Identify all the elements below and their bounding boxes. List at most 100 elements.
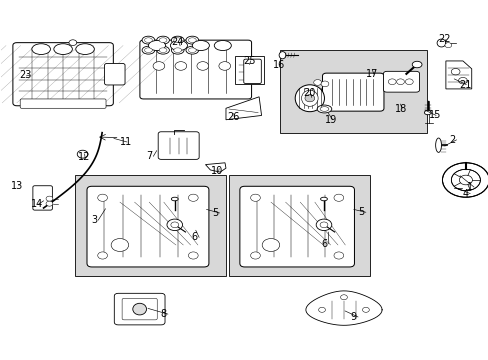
Polygon shape bbox=[205, 163, 225, 172]
Text: 4: 4 bbox=[462, 189, 468, 199]
FancyBboxPatch shape bbox=[104, 63, 125, 85]
Ellipse shape bbox=[148, 41, 165, 50]
Ellipse shape bbox=[295, 85, 324, 112]
Polygon shape bbox=[305, 291, 381, 325]
FancyBboxPatch shape bbox=[122, 298, 157, 320]
Ellipse shape bbox=[142, 36, 155, 44]
Text: 14: 14 bbox=[31, 199, 43, 210]
Circle shape bbox=[175, 62, 186, 70]
Circle shape bbox=[458, 175, 471, 185]
FancyBboxPatch shape bbox=[20, 99, 106, 108]
Ellipse shape bbox=[32, 44, 50, 54]
Text: 5: 5 bbox=[212, 208, 218, 218]
FancyBboxPatch shape bbox=[240, 186, 354, 267]
Circle shape bbox=[458, 77, 467, 84]
Ellipse shape bbox=[133, 303, 146, 315]
Ellipse shape bbox=[279, 51, 285, 59]
Circle shape bbox=[316, 219, 331, 230]
Ellipse shape bbox=[320, 107, 328, 111]
Ellipse shape bbox=[436, 39, 445, 47]
Circle shape bbox=[98, 194, 107, 201]
FancyBboxPatch shape bbox=[244, 59, 261, 84]
Text: 23: 23 bbox=[19, 70, 32, 80]
Polygon shape bbox=[445, 61, 471, 89]
Circle shape bbox=[77, 150, 88, 158]
Circle shape bbox=[405, 79, 412, 85]
Ellipse shape bbox=[171, 197, 178, 201]
Circle shape bbox=[250, 252, 260, 259]
Text: 1: 1 bbox=[466, 182, 472, 192]
Text: 9: 9 bbox=[350, 312, 356, 322]
Text: 18: 18 bbox=[394, 104, 406, 114]
Circle shape bbox=[450, 169, 479, 191]
Text: 15: 15 bbox=[428, 111, 440, 121]
FancyBboxPatch shape bbox=[322, 73, 383, 111]
Text: 5: 5 bbox=[358, 207, 364, 217]
FancyBboxPatch shape bbox=[383, 71, 419, 92]
Text: 19: 19 bbox=[325, 115, 337, 125]
Circle shape bbox=[444, 42, 451, 48]
Circle shape bbox=[111, 239, 128, 251]
Ellipse shape bbox=[192, 41, 209, 50]
Circle shape bbox=[362, 307, 368, 312]
Ellipse shape bbox=[301, 90, 318, 106]
Text: 8: 8 bbox=[160, 309, 166, 319]
Text: 16: 16 bbox=[272, 59, 285, 69]
Text: 26: 26 bbox=[226, 112, 239, 122]
Circle shape bbox=[313, 80, 321, 85]
Ellipse shape bbox=[54, 44, 72, 54]
Circle shape bbox=[333, 194, 343, 201]
Text: 2: 2 bbox=[448, 135, 455, 145]
Circle shape bbox=[321, 81, 328, 87]
Text: 22: 22 bbox=[438, 35, 450, 44]
Circle shape bbox=[188, 194, 198, 201]
Ellipse shape bbox=[188, 48, 196, 53]
Ellipse shape bbox=[159, 48, 166, 53]
Text: 6: 6 bbox=[191, 232, 198, 242]
Circle shape bbox=[450, 169, 479, 191]
FancyBboxPatch shape bbox=[140, 40, 251, 99]
Ellipse shape bbox=[185, 46, 198, 54]
Ellipse shape bbox=[214, 41, 231, 50]
Circle shape bbox=[340, 295, 346, 300]
FancyBboxPatch shape bbox=[33, 186, 52, 210]
Text: 20: 20 bbox=[303, 88, 315, 98]
Ellipse shape bbox=[424, 111, 430, 115]
Ellipse shape bbox=[142, 46, 155, 54]
Text: 11: 11 bbox=[120, 137, 132, 147]
Circle shape bbox=[333, 252, 343, 259]
Circle shape bbox=[450, 68, 459, 75]
Bar bbox=[279, 50, 426, 134]
Circle shape bbox=[442, 163, 488, 197]
Polygon shape bbox=[225, 97, 261, 120]
Text: 13: 13 bbox=[11, 181, 23, 191]
Circle shape bbox=[396, 79, 404, 85]
FancyBboxPatch shape bbox=[13, 42, 113, 106]
Circle shape bbox=[250, 194, 260, 201]
Ellipse shape bbox=[159, 38, 166, 42]
Ellipse shape bbox=[185, 36, 198, 44]
FancyBboxPatch shape bbox=[114, 293, 164, 325]
Text: 3: 3 bbox=[91, 215, 97, 225]
Circle shape bbox=[305, 95, 314, 102]
Ellipse shape bbox=[170, 41, 187, 50]
Circle shape bbox=[387, 79, 395, 85]
Circle shape bbox=[320, 222, 327, 228]
Text: 24: 24 bbox=[171, 37, 183, 46]
Ellipse shape bbox=[157, 36, 169, 44]
Ellipse shape bbox=[171, 36, 183, 44]
Ellipse shape bbox=[317, 105, 331, 113]
Text: 10: 10 bbox=[211, 166, 223, 176]
Circle shape bbox=[197, 62, 208, 70]
Text: 12: 12 bbox=[78, 152, 90, 162]
Ellipse shape bbox=[188, 38, 196, 42]
Ellipse shape bbox=[411, 61, 421, 68]
Ellipse shape bbox=[320, 197, 327, 201]
Text: 25: 25 bbox=[243, 56, 256, 66]
Ellipse shape bbox=[144, 38, 152, 42]
Ellipse shape bbox=[76, 44, 94, 54]
Circle shape bbox=[188, 252, 198, 259]
Circle shape bbox=[69, 40, 77, 45]
Ellipse shape bbox=[173, 38, 181, 42]
Ellipse shape bbox=[171, 46, 183, 54]
